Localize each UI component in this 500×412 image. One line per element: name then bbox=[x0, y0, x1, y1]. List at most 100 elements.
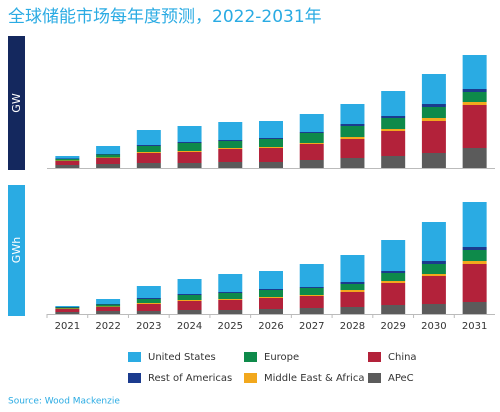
legend-swatch bbox=[244, 373, 257, 383]
bar-segment bbox=[96, 158, 121, 164]
bar-segment bbox=[421, 118, 446, 121]
bar-segment bbox=[340, 292, 365, 307]
bar-segment bbox=[259, 121, 283, 138]
x-tick-label: 2031 bbox=[462, 321, 487, 332]
bar-segment bbox=[136, 299, 161, 303]
bar-segment bbox=[177, 143, 202, 151]
panel-tab bbox=[8, 185, 25, 316]
bar-segment bbox=[381, 281, 406, 283]
bar-segment bbox=[218, 141, 243, 148]
bar-segment bbox=[218, 293, 243, 299]
bar-segment bbox=[177, 295, 202, 300]
bar-segment bbox=[340, 126, 365, 137]
bar-segment bbox=[462, 89, 487, 92]
bar-segment bbox=[218, 292, 243, 293]
bar-segment bbox=[462, 102, 487, 105]
bar-segment bbox=[381, 273, 406, 281]
bar-segment bbox=[55, 306, 80, 307]
bar-segment bbox=[340, 158, 365, 168]
panel-tab bbox=[8, 36, 25, 170]
bar-segment bbox=[136, 298, 161, 299]
bar-segment bbox=[462, 202, 487, 247]
bar-segment bbox=[381, 131, 406, 156]
bar-segment bbox=[462, 148, 487, 168]
bar-segment bbox=[340, 137, 365, 139]
bar-segment bbox=[340, 104, 365, 124]
bar-segment bbox=[218, 148, 243, 149]
bar-segment bbox=[462, 105, 487, 148]
chart-title: 全球储能市场每年度预测，2022-2031年 bbox=[8, 7, 322, 27]
bar-segment bbox=[381, 116, 406, 118]
bar-segment bbox=[55, 312, 80, 314]
bar-segment bbox=[96, 304, 121, 305]
bar-segment bbox=[96, 299, 121, 304]
bar-segment bbox=[55, 158, 80, 159]
bar-segment bbox=[381, 156, 406, 168]
bar-segment bbox=[340, 282, 365, 284]
bar-segment bbox=[421, 261, 446, 264]
bar-segment bbox=[259, 162, 283, 168]
bar-segment bbox=[299, 133, 324, 143]
x-tick-label: 2028 bbox=[340, 321, 365, 332]
bar-segment bbox=[55, 309, 80, 312]
bar-segment bbox=[136, 152, 161, 153]
x-tick-label: 2023 bbox=[136, 321, 161, 332]
bar-segment bbox=[381, 129, 406, 131]
bar-segment bbox=[299, 296, 324, 308]
bar-segment bbox=[340, 139, 365, 158]
bar-segment bbox=[259, 289, 283, 290]
bar-segment bbox=[55, 308, 80, 309]
bar-segment bbox=[218, 140, 243, 141]
bar-segment bbox=[381, 91, 406, 116]
bar-segment bbox=[177, 163, 202, 168]
bar-segment bbox=[421, 153, 446, 168]
bar-segment bbox=[96, 311, 121, 314]
bar-segment bbox=[259, 139, 283, 147]
legend-label: China bbox=[388, 352, 417, 363]
bar-segment bbox=[55, 159, 80, 161]
bar-segment bbox=[381, 240, 406, 271]
bar-segment bbox=[136, 130, 161, 145]
bar-segment bbox=[55, 307, 80, 308]
legend-label: APeC bbox=[388, 373, 414, 384]
bar-segment bbox=[136, 145, 161, 146]
bar-segment bbox=[136, 146, 161, 152]
x-tick-label: 2030 bbox=[421, 321, 446, 332]
x-tick-label: 2029 bbox=[380, 321, 405, 332]
bar-segment bbox=[96, 304, 121, 307]
legend-label: Europe bbox=[264, 352, 299, 363]
x-tick-label: 2026 bbox=[258, 321, 283, 332]
bar-segment bbox=[381, 271, 406, 273]
bar-segment bbox=[462, 247, 487, 250]
bar-segment bbox=[177, 310, 202, 314]
source: Source: Wood Mackenzie bbox=[8, 397, 120, 407]
bar-segment bbox=[299, 144, 324, 160]
x-tick-label: 2021 bbox=[55, 321, 80, 332]
x-tick-label: 2027 bbox=[299, 321, 324, 332]
x-tick-label: 2022 bbox=[95, 321, 120, 332]
bar-segment bbox=[462, 92, 487, 102]
bar-segment bbox=[299, 295, 324, 296]
bar-segment bbox=[421, 276, 446, 304]
bar-segment bbox=[177, 279, 202, 294]
bar-segment bbox=[218, 299, 243, 300]
bar-segment bbox=[340, 307, 365, 314]
bar-segment bbox=[462, 302, 487, 314]
bar-segment bbox=[299, 264, 324, 287]
legend-swatch bbox=[128, 352, 141, 362]
bar-segment bbox=[96, 157, 121, 158]
bar-segment bbox=[177, 294, 202, 295]
bar-segment bbox=[55, 160, 80, 161]
bar-segment bbox=[177, 301, 202, 310]
bar-segment bbox=[421, 104, 446, 107]
legend-swatch bbox=[368, 352, 381, 362]
bar-segment bbox=[381, 283, 406, 305]
bar-segment bbox=[177, 142, 202, 143]
legend-swatch bbox=[368, 373, 381, 383]
bar-segment bbox=[462, 250, 487, 261]
bar-segment bbox=[96, 306, 121, 307]
bar-segment bbox=[462, 55, 487, 89]
bar-segment bbox=[218, 274, 243, 292]
bar-segment bbox=[177, 300, 202, 301]
